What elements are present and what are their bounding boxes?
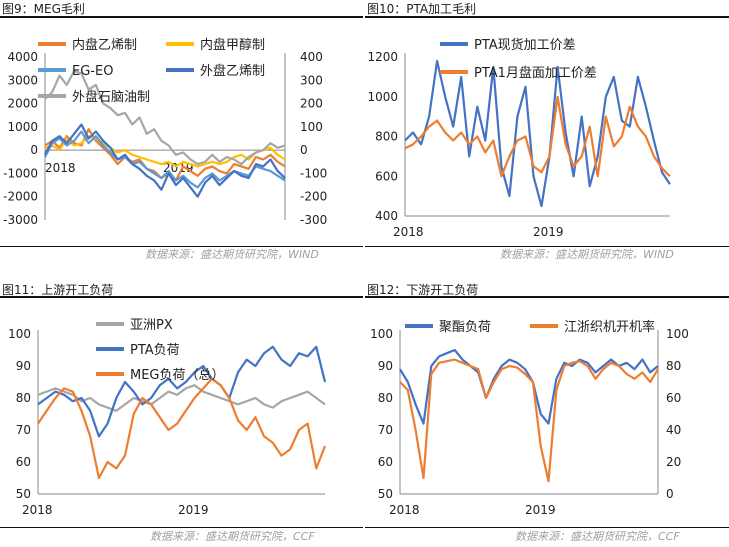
panel-bottom-border-2	[365, 246, 729, 247]
source-note-2: 数据来源：盛达期货研究院，WIND	[500, 248, 674, 261]
x-tick-label: 2018	[393, 225, 424, 239]
legend-label: PTA负荷	[130, 343, 180, 358]
y-tick-label-left: 2000	[7, 97, 38, 111]
y-tick-label-left: 90	[378, 359, 393, 373]
x-tick-label: 2018	[389, 503, 420, 517]
legend-label: PTA1月盘面加工价差	[474, 65, 597, 81]
y-tick-label-right: 300	[300, 73, 323, 87]
y-tick-label-left: 1000	[7, 120, 38, 134]
y-tick-label-left: 50	[378, 487, 393, 501]
source-note-3: 数据来源：盛达期货研究院，CCF	[150, 530, 315, 543]
panel-top-border-4	[365, 296, 729, 298]
legend-label: PTA现货加工价差	[474, 37, 576, 53]
y-tick-label-left: 100	[370, 327, 393, 341]
series-line-3	[37, 377, 327, 480]
legend-label: EG-EO	[72, 64, 113, 79]
y-tick-label-left: 400	[375, 209, 398, 223]
panel-bottom-border-4	[365, 527, 729, 528]
series-line-2	[399, 358, 659, 483]
source-note-1: 数据来源：盛达期货研究院，WIND	[145, 248, 319, 261]
y-tick-label-right: -200	[300, 190, 327, 204]
legend-label: 江浙织机开机率	[564, 319, 655, 335]
series-line-2	[404, 95, 671, 178]
y-tick-label-left: 70	[16, 423, 31, 437]
x-tick-label: 2019	[533, 225, 564, 239]
y-tick-label-right: 100	[300, 120, 323, 134]
y-tick-label-left: 90	[16, 359, 31, 373]
panel-bottom-border-3	[0, 527, 363, 528]
x-tick-label: 2019	[178, 503, 209, 517]
legend-label: 内盘甲醇制	[200, 37, 265, 53]
y-tick-label-left: -2000	[3, 190, 38, 204]
source-note-4: 数据来源：盛达期货研究院，CCF	[515, 530, 680, 543]
series-line-2	[37, 345, 327, 438]
panel-top-border-2	[365, 16, 729, 18]
series-line-1	[37, 384, 326, 412]
y-tick-label-left: 0	[30, 143, 38, 157]
y-tick-label-left: 600	[375, 169, 398, 183]
y-tick-label-right: 80	[666, 359, 681, 373]
y-tick-label-left: 50	[16, 487, 31, 501]
panel-top-border-1	[0, 16, 363, 18]
y-tick-label-right: 40	[666, 423, 681, 437]
series-line-2	[44, 135, 286, 168]
x-tick-label: 2018	[45, 161, 76, 175]
y-tick-label-left: 800	[375, 130, 398, 144]
x-tick-label: 2019	[163, 161, 194, 175]
y-tick-label-left: 60	[378, 455, 393, 469]
series-line-5	[44, 69, 286, 166]
y-tick-label-right: 100	[666, 327, 689, 341]
y-tick-label-right: 0	[300, 143, 308, 157]
y-tick-label-right: 200	[300, 97, 323, 111]
legend-label: 亚洲PX	[130, 318, 173, 333]
legend-label: 内盘乙烯制	[72, 37, 137, 53]
legend-label: 外盘石脑油制	[72, 89, 150, 105]
series-line-4	[44, 123, 286, 198]
y-tick-label-left: 60	[16, 455, 31, 469]
y-tick-label-right: -300	[300, 213, 327, 227]
y-tick-label-right: 20	[666, 455, 681, 469]
panel-bottom-border-1	[0, 246, 363, 247]
y-tick-label-left: 1000	[367, 90, 398, 104]
y-tick-label-left: 80	[378, 391, 393, 405]
legend-label: MEG负荷（总）	[130, 368, 225, 383]
legend-label: 聚酯负荷	[439, 320, 491, 335]
y-tick-label-left: 100	[8, 327, 31, 341]
x-tick-label: 2018	[22, 503, 53, 517]
y-tick-label-left: 80	[16, 391, 31, 405]
panel-title-4: 图12：下游开工负荷	[367, 283, 479, 297]
series-line-1	[399, 348, 659, 425]
panel-title-1: 图9：MEG毛利	[2, 2, 85, 16]
y-tick-label-left: 3000	[7, 73, 38, 87]
panel-top-border-3	[0, 296, 363, 298]
y-tick-label-left: 1200	[367, 50, 398, 64]
y-tick-label-right: -100	[300, 166, 327, 180]
x-tick-label: 2019	[525, 503, 556, 517]
y-tick-label-right: 0	[666, 487, 674, 501]
y-tick-label-left: 70	[378, 423, 393, 437]
y-tick-label-left: 4000	[7, 50, 38, 64]
panel-title-2: 图10：PTA加工毛利	[367, 2, 477, 16]
legend-label: 外盘乙烯制	[200, 63, 265, 79]
y-tick-label-right: 400	[300, 50, 323, 64]
y-tick-label-left: -1000	[3, 166, 38, 180]
series-line-3	[44, 130, 286, 189]
y-tick-label-right: 60	[666, 391, 681, 405]
y-tick-label-left: -3000	[3, 213, 38, 227]
panel-title-3: 图11：上游开工负荷	[2, 283, 114, 297]
